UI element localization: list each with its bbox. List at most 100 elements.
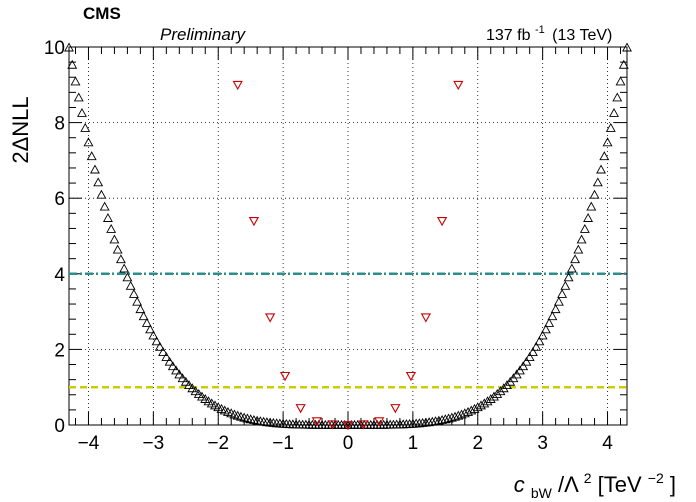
x-tick-label: −4 [78,433,100,454]
scan-point-marker [463,406,473,416]
scan-point-marker [576,234,587,244]
expected-point-marker [295,404,306,414]
scan-point-marker [618,59,629,69]
grid [69,46,627,426]
scan-point-marker [115,254,126,264]
scan-point-marker [119,263,130,273]
expected-point-marker [311,417,322,427]
scan-point-marker [599,151,610,161]
scan-point-marker [151,336,162,346]
scan-point-marker [596,164,607,174]
scan-point-marker [148,330,159,340]
expected-point-marker [405,371,417,382]
scan-point-marker [135,304,146,314]
axis-ticks [69,46,627,426]
x-title-c: c [514,472,525,497]
x-title-close: ] [670,472,676,497]
scan-point-marker [479,398,490,408]
y-tick-label: 2 [54,340,65,361]
scan-point-marker [248,414,259,424]
scan-point-marker [102,213,113,222]
energy-label: (13 TeV) [552,27,612,44]
scan-point-marker [524,352,535,361]
scan-point-marker [427,416,438,426]
scan-point-marker [430,416,441,426]
y-axis-title: 2ΔNLL [8,96,33,163]
scan-point-marker [64,42,74,52]
scan-point-marker [180,376,191,386]
expected-point-marker [358,420,369,430]
scan-point-marker [437,414,448,424]
scan-point-marker [489,391,499,401]
scan-point-marker [70,76,81,86]
scan-point-marker [563,272,574,282]
scan-point-marker [492,388,503,398]
tick-labels: −4 −3 −2 −1 0 1 2 3 4 0 2 4 6 8 10 [44,38,613,454]
scan-point-marker [459,408,470,418]
scan-point-marker [446,412,457,422]
scan-point-marker [128,288,139,298]
scan-point-marker [112,244,123,254]
scan-point-marker [177,373,188,383]
x-tick-label: −3 [143,433,165,454]
expected-point-marker [390,404,401,414]
scan-point-marker [612,92,623,102]
expected-point-marker [342,421,354,431]
scan-point-marker [89,164,100,174]
scan-point-marker [106,223,117,233]
scan-point-marker [99,201,110,211]
scan-point-marker [433,415,444,425]
scan-point-marker [187,383,198,393]
expected-point-marker [265,313,276,323]
status-label: Preliminary [160,25,247,44]
scan-point-marker [440,414,451,424]
x-title-sub: bW [531,485,553,501]
scan-point-marker [537,330,548,340]
scan-point-marker [527,347,538,356]
expected-point-marker [436,216,448,227]
scan-point-marker [547,311,558,321]
x-title-sq: 2 [584,470,592,486]
scan-point-marker [521,356,532,366]
x-tick-label: 0 [343,433,354,454]
scan-point-marker [450,411,461,421]
scan-point-marker [125,280,136,290]
lumi-value: 137 fb [486,27,531,44]
expected-point-marker [279,371,291,382]
scan-point-marker [158,347,169,356]
scan-point-marker [495,386,506,396]
y-tick-label: 10 [44,38,65,59]
scan-point-marker [255,416,266,426]
scan-point-marker [557,288,568,298]
scan-point-marker [570,254,581,264]
scan-point-marker [453,410,464,420]
scan-point-marker [161,352,172,361]
expected-point-marker [453,80,464,91]
scan-point-marker [93,177,104,187]
scan-point-marker [622,42,632,52]
expected-point-marker [232,80,243,91]
scan-point-marker [586,201,597,211]
y-tick-label: 6 [54,189,65,210]
x-tick-label: 1 [408,433,419,454]
scan-point-marker [550,304,561,314]
scan-point-marker [67,59,78,69]
expected-point-marker [327,420,338,430]
expected-point-marker [420,313,431,323]
x-title-unit: [TeV [598,472,642,497]
scan-point-marker [138,311,149,321]
scan-point-marker [174,369,185,379]
x-tick-label: 4 [602,433,613,454]
scan-point-marker [544,317,555,327]
scan-point-marker [573,244,584,254]
scan-point-marker [96,189,107,199]
y-tick-label: 8 [54,114,65,135]
scan-point-marker [252,415,263,425]
scan-point-marker [456,409,467,419]
scan-point-marker [482,396,493,406]
scan-point-marker [443,413,454,423]
scan-point-marker [167,361,178,371]
scan-point-marker [566,263,577,273]
scan-point-marker [560,280,571,290]
